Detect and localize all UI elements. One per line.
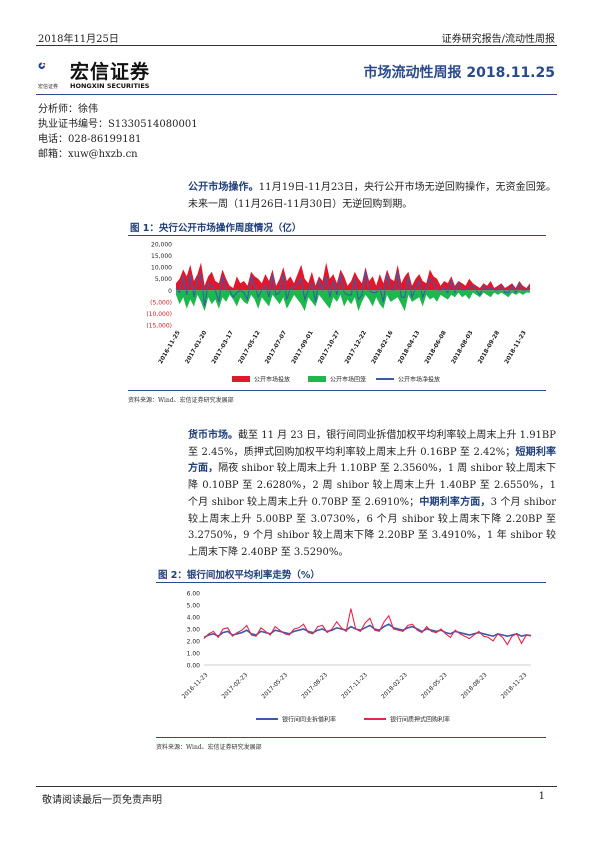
analyst-name: 分析师：徐伟 bbox=[38, 104, 98, 115]
y-tick-label: (5,000) bbox=[150, 299, 172, 306]
analyst-cert: 执业证书编号：S1330514080001 bbox=[38, 119, 198, 130]
chart-open-market: 20,000 15,000 10,000 5,000 0 (5,000) (10,000) (… bbox=[146, 242, 531, 384]
header-divider bbox=[36, 45, 557, 46]
y-tick-label: 2.00 bbox=[187, 639, 201, 646]
figure1-bottom-rule bbox=[128, 390, 546, 391]
analyst-email: 邮箱：xuw@hxzb.cn bbox=[38, 149, 138, 160]
section-money-market-p3: 3 个月 shibor 较上周末上升 5.00BP 至 3.0730%，6 个月… bbox=[188, 496, 557, 558]
legend-label: 公开市场净投放 bbox=[398, 376, 440, 384]
mid-rate-lead: 中期利率方面， bbox=[419, 496, 491, 508]
figure1-source: 资料来源：Wind、宏信证券研究发展部 bbox=[128, 397, 234, 404]
logo-text: 宏信证券 bbox=[70, 61, 151, 83]
x-tick-label: 2017-07-07 bbox=[264, 330, 288, 365]
figure2-bottom-rule bbox=[156, 737, 546, 738]
report-category: 证券研究报告/流动性周报 bbox=[441, 34, 555, 45]
x-tick-label: 2017-12-22 bbox=[344, 330, 368, 365]
series-net-line bbox=[175, 271, 531, 307]
section-open-market: 公开市场操作。11月19日-11月23日，央行公开市场无逆回购操作，无资金回笼。… bbox=[188, 180, 556, 213]
section-money-market: 货币市场。截至 11 月 23 日，银行间同业拆借加权平均利率较上周末上升 1.… bbox=[188, 428, 556, 562]
y-tick-label: 5,000 bbox=[155, 276, 172, 283]
x-tick-label: 2018-04-13 bbox=[398, 330, 422, 365]
logo-subtitle-cn: 宏信证券 bbox=[38, 84, 59, 90]
x-tick-label: 2017-05-23 bbox=[261, 672, 289, 700]
figure2-top-rule bbox=[156, 582, 546, 583]
x-tick-label: 2016-11-23 bbox=[181, 672, 209, 700]
logo-subtitle-en: HONGXIN SECURITIES bbox=[70, 82, 150, 90]
x-tick-label: 2017-08-23 bbox=[301, 672, 329, 700]
x-tick-label: 2017-02-23 bbox=[221, 672, 249, 700]
y-tick-label: 3.00 bbox=[187, 627, 201, 634]
legend-label: 银行间质押式回购利率 bbox=[390, 716, 450, 724]
footer-disclaimer: 敬请阅读最后一页免责声明 bbox=[42, 795, 162, 806]
x-tick-label: 2018-09-28 bbox=[477, 330, 501, 365]
x-tick-label: 2018-06-08 bbox=[424, 330, 448, 365]
page-number: 1 bbox=[538, 791, 545, 802]
footer-divider bbox=[36, 786, 557, 787]
y-tick-label: 1.00 bbox=[187, 651, 201, 658]
legend-label: 公开市场回笼 bbox=[330, 376, 366, 384]
report-date: 2018年11月25日 bbox=[38, 34, 119, 45]
section-open-market-lead: 公开市场操作。 bbox=[188, 182, 259, 193]
x-tick-label: 2018-02-16 bbox=[371, 330, 395, 365]
x-tick-label: 2018-08-23 bbox=[460, 672, 488, 700]
y-tick-label: 4.00 bbox=[187, 615, 201, 622]
series-injection-area bbox=[176, 262, 530, 291]
figure2-title: 图 2：银行间加权平均利率走势（%） bbox=[158, 570, 320, 581]
section-open-market-body: 11月19日-11月23日，央行公开市场无逆回购操作，无资金回笼。未来一周（11… bbox=[188, 182, 556, 210]
report-title: 市场流动性周报 2018.11.25 bbox=[363, 65, 555, 81]
x-tick-label: 2017-03-17 bbox=[211, 330, 235, 365]
section-money-market-p2: 隔夜 shibor 较上周末上升 1.10BP 至 2.3560%，1 周 sh… bbox=[188, 463, 557, 508]
x-tick-label: 2018-08-03 bbox=[451, 330, 475, 365]
short-rate-lead: 短期利率方面， bbox=[188, 446, 557, 475]
series-withdrawal-area bbox=[176, 290, 530, 312]
figure2-source: 资料来源：Wind、宏信证券研究发展部 bbox=[156, 744, 262, 751]
legend-label: 公开市场投放 bbox=[254, 376, 290, 384]
y-tick-label: 10,000 bbox=[151, 265, 172, 272]
title-divider bbox=[36, 94, 557, 95]
y-tick-label: (15,000) bbox=[146, 323, 172, 330]
analyst-phone: 电话：028-86199181 bbox=[38, 134, 142, 145]
x-tick-label: 2017-01-20 bbox=[185, 330, 209, 365]
figure1-title: 图 1：央行公开市场操作周度情况（亿） bbox=[130, 223, 302, 234]
y-tick-label: 0 bbox=[168, 288, 172, 295]
legend-swatch bbox=[232, 376, 250, 382]
y-tick-label: 20,000 bbox=[151, 242, 172, 249]
x-tick-label: 2018-02-23 bbox=[381, 672, 409, 700]
section-money-market-p1: 截至 11 月 23 日，银行间同业拆借加权平均利率较上周末上升 1.91BP … bbox=[188, 430, 556, 458]
x-tick-label: 2017-10-27 bbox=[318, 330, 342, 365]
y-tick-label: 6.00 bbox=[187, 591, 201, 598]
x-tick-label: 2017-11-23 bbox=[341, 672, 369, 700]
y-tick-label: 0.00 bbox=[187, 663, 201, 670]
chart-interbank-rate: 6.00 5.00 4.00 3.00 2.00 1.00 0.00 2016-11-23 20… bbox=[181, 591, 532, 724]
x-tick-label: 2018-05-23 bbox=[421, 672, 449, 700]
y-tick-label: (10,000) bbox=[146, 311, 172, 318]
x-tick-label: 2018-11-23 bbox=[504, 330, 528, 365]
legend-swatch bbox=[308, 376, 326, 382]
hongxin-logo-icon bbox=[38, 62, 45, 69]
series-line bbox=[203, 608, 532, 646]
x-tick-label: 2018-11-23 bbox=[500, 672, 528, 700]
x-tick-label: 2017-09-01 bbox=[291, 330, 315, 365]
figure1-top-rule bbox=[128, 235, 546, 236]
legend-label: 银行间同业拆借利率 bbox=[282, 716, 336, 724]
y-tick-label: 5.00 bbox=[187, 603, 201, 610]
y-tick-label: 15,000 bbox=[151, 253, 172, 260]
x-tick-label: 2016-11-25 bbox=[158, 330, 182, 365]
x-tick-label: 2017-05-12 bbox=[238, 330, 262, 365]
section-money-market-lead: 货币市场。 bbox=[188, 430, 239, 441]
